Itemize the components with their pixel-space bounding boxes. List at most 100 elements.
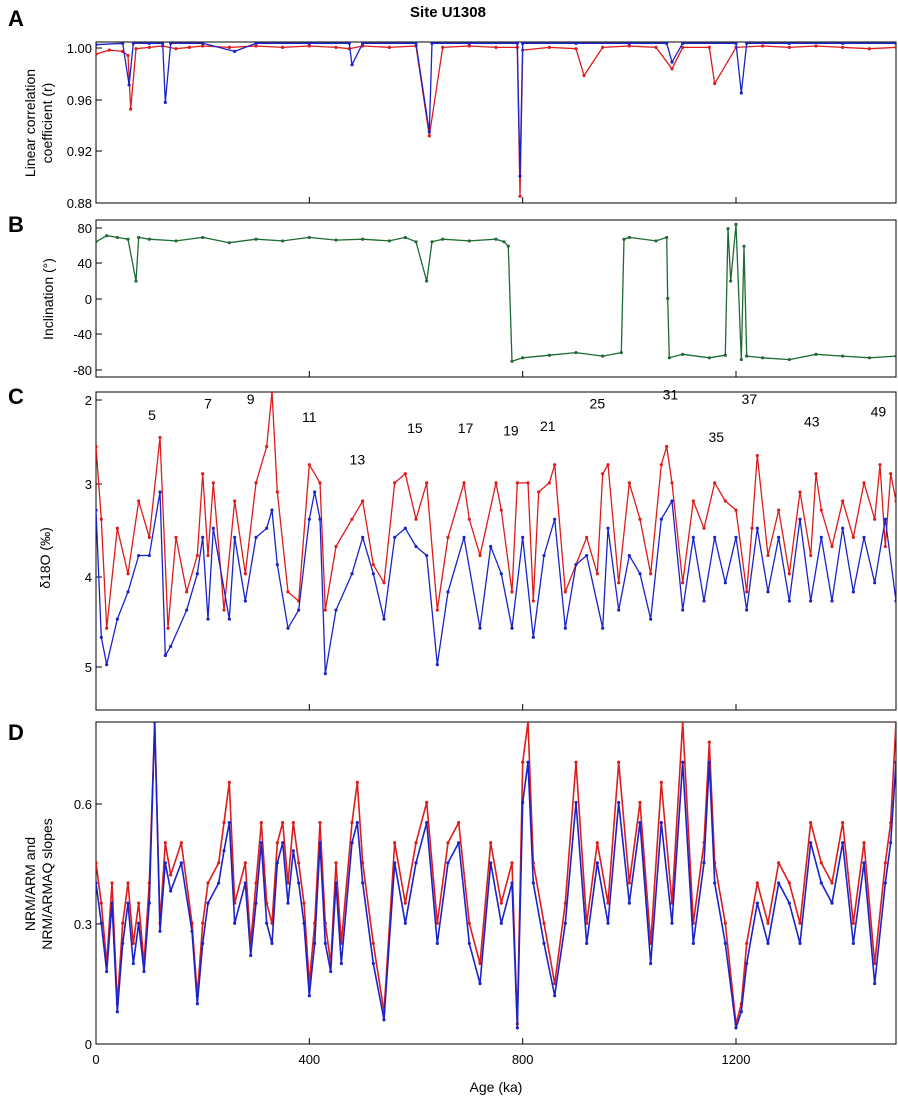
data-point bbox=[702, 599, 706, 603]
data-point bbox=[121, 941, 125, 945]
data-point bbox=[334, 238, 338, 242]
data-point bbox=[126, 590, 130, 594]
data-point bbox=[158, 929, 162, 933]
data-point bbox=[723, 581, 727, 585]
data-point bbox=[478, 553, 482, 558]
data-point bbox=[574, 47, 578, 51]
data-point bbox=[681, 352, 685, 356]
data-point bbox=[867, 356, 871, 360]
data-point bbox=[814, 352, 818, 356]
data-point bbox=[681, 45, 685, 49]
data-point bbox=[254, 237, 258, 241]
data-point bbox=[819, 861, 823, 865]
data-point bbox=[553, 517, 557, 521]
data-point bbox=[531, 635, 535, 639]
data-point bbox=[745, 42, 749, 45]
stage-label: 21 bbox=[540, 418, 556, 434]
data-point bbox=[286, 590, 290, 594]
data-point bbox=[307, 42, 311, 45]
data-point bbox=[96, 881, 98, 885]
data-point bbox=[601, 45, 605, 49]
data-point bbox=[382, 581, 386, 585]
data-point bbox=[814, 44, 818, 48]
data-point bbox=[96, 444, 98, 449]
data-point bbox=[659, 463, 663, 467]
data-point bbox=[334, 608, 338, 612]
data-point bbox=[526, 760, 530, 764]
data-point bbox=[99, 921, 103, 925]
data-point bbox=[329, 969, 333, 974]
data-point bbox=[654, 239, 658, 243]
y-tick-label: 4 bbox=[85, 570, 92, 585]
y-tick-label: 0 bbox=[85, 1037, 92, 1052]
data-point bbox=[841, 526, 845, 530]
data-point bbox=[841, 841, 845, 845]
data-point bbox=[382, 617, 386, 621]
data-point bbox=[521, 42, 525, 45]
data-point bbox=[734, 42, 738, 45]
data-point bbox=[281, 45, 285, 49]
data-point bbox=[713, 881, 717, 885]
data-point bbox=[169, 873, 173, 877]
data-point bbox=[526, 481, 530, 485]
data-point bbox=[553, 994, 557, 998]
data-point bbox=[739, 1010, 743, 1014]
data-point bbox=[654, 45, 658, 49]
data-point bbox=[318, 517, 322, 521]
data-point bbox=[766, 921, 770, 925]
stage-label: 9 bbox=[247, 391, 255, 407]
data-point bbox=[137, 553, 141, 558]
data-point bbox=[518, 174, 522, 178]
data-point bbox=[574, 800, 578, 805]
data-point bbox=[707, 356, 711, 360]
data-point bbox=[126, 53, 130, 58]
data-point bbox=[819, 508, 823, 512]
data-point bbox=[121, 921, 125, 925]
data-point bbox=[617, 608, 621, 612]
data-point bbox=[670, 60, 674, 64]
data-point bbox=[393, 841, 397, 845]
data-point bbox=[110, 901, 114, 905]
data-point bbox=[506, 244, 510, 248]
data-point bbox=[537, 490, 541, 494]
data-point bbox=[595, 572, 599, 576]
data-point bbox=[414, 517, 418, 521]
stage-label: 43 bbox=[804, 414, 820, 430]
panel-b: B 80 40 0 -40 -80 Inclination (°) bbox=[8, 212, 897, 378]
data-point bbox=[521, 535, 525, 539]
data-point bbox=[777, 508, 781, 512]
data-point bbox=[427, 130, 431, 134]
data-point bbox=[841, 42, 845, 45]
data-point bbox=[403, 235, 407, 240]
data-point bbox=[518, 194, 522, 198]
y-tick-label: -40 bbox=[73, 327, 92, 342]
data-point bbox=[371, 563, 375, 567]
data-point bbox=[206, 553, 210, 558]
panel-a-frame bbox=[95, 41, 897, 204]
data-point bbox=[318, 841, 322, 845]
data-point bbox=[713, 481, 717, 485]
data-point bbox=[222, 821, 226, 825]
data-point bbox=[649, 617, 653, 621]
panel-d-frame bbox=[95, 721, 897, 1045]
data-point bbox=[131, 42, 135, 45]
data-point bbox=[96, 52, 98, 56]
data-point bbox=[745, 941, 749, 945]
y-tick-label: 0.3 bbox=[74, 917, 92, 932]
data-point bbox=[499, 508, 503, 512]
panel-d: D 0.6 0.3 0 NRM/ARM andNRM/ARMAQ slopes bbox=[8, 720, 897, 1052]
data-point bbox=[585, 535, 589, 539]
data-point bbox=[873, 961, 877, 966]
data-point bbox=[766, 553, 770, 558]
data-point bbox=[702, 526, 706, 530]
data-point bbox=[830, 599, 834, 603]
data-point bbox=[798, 921, 802, 925]
data-point bbox=[667, 356, 671, 360]
data-point bbox=[169, 42, 173, 45]
data-point bbox=[302, 901, 306, 905]
data-point bbox=[851, 535, 855, 539]
data-point bbox=[254, 44, 258, 48]
data-point bbox=[414, 861, 418, 865]
data-point bbox=[387, 45, 391, 49]
data-point bbox=[243, 881, 247, 885]
